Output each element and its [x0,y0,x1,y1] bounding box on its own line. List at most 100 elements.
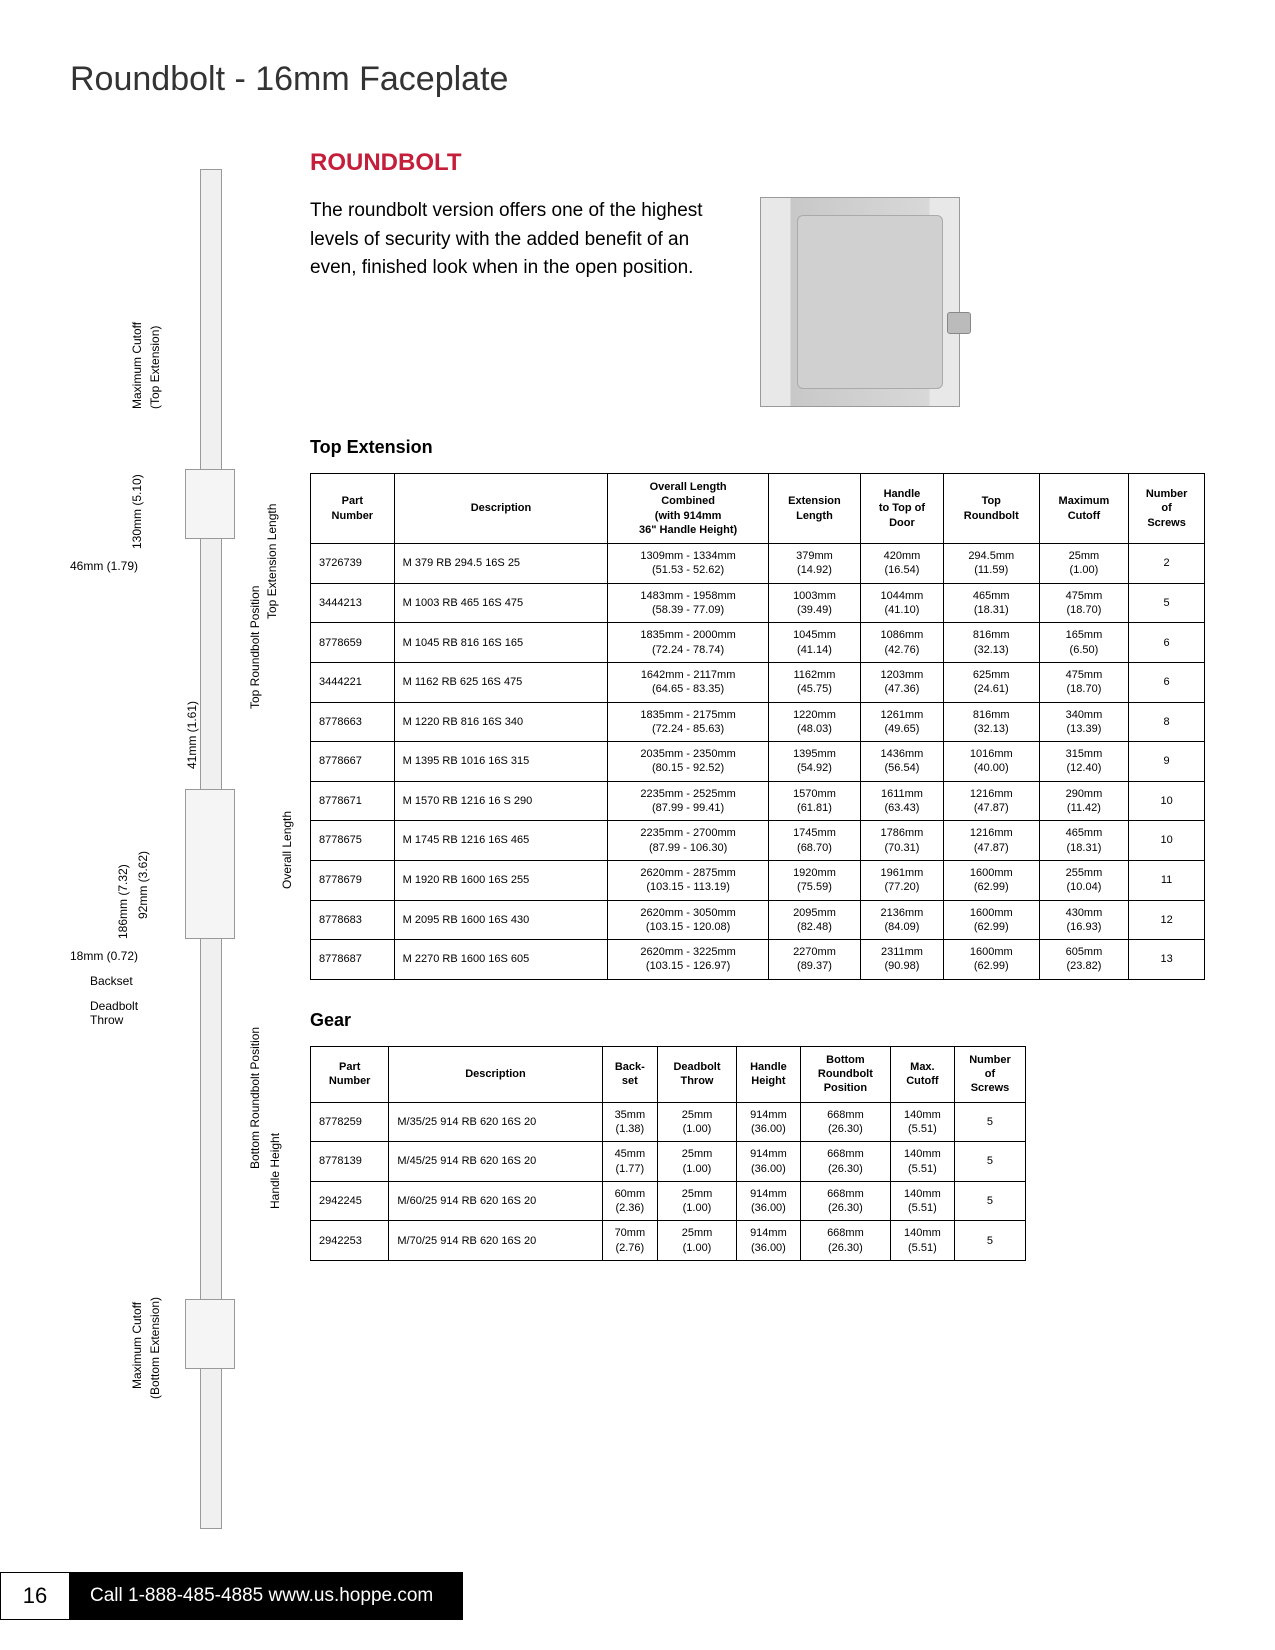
cell-part-number: 2942245 [311,1181,389,1221]
table-header: Extension Length [768,474,860,544]
cell-overall-length: 2235mm - 2525mm(87.99 - 99.41) [608,781,768,821]
cell-extension-length: 1162mm(45.75) [768,662,860,702]
table-row: 8778687M 2270 RB 1600 16S 6052620mm - 32… [311,940,1205,980]
label-186mm: 186mm (7.32) [116,864,130,939]
cell-top-roundbolt: 294.5mm(11.59) [943,544,1039,584]
cell-part-number: 8778687 [311,940,395,980]
cell-part-number: 8778683 [311,900,395,940]
table-header: Description [394,474,608,544]
label-bottom-rb-position: Bottom Roundbolt Position [248,1027,262,1169]
cell-max-cutoff: 475mm(18.70) [1039,662,1129,702]
table-row: 8778139M/45/25 914 RB 620 16S 2045mm(1.7… [311,1142,1026,1182]
cell-top-roundbolt: 1216mm(47.87) [943,781,1039,821]
page-title: Roundbolt - 16mm Faceplate [70,60,1205,99]
table-header: Top Roundbolt [943,474,1039,544]
table-header: Handle to Top of Door [861,474,944,544]
table-header: Number of Screws [954,1046,1025,1102]
label-top-extension-sub: (Top Extension) [148,326,162,409]
cell-part-number: 8778667 [311,742,395,782]
cell-description: M/70/25 914 RB 620 16S 20 [389,1221,602,1261]
cell-extension-length: 379mm(14.92) [768,544,860,584]
table-row: 8778659M 1045 RB 816 16S 1651835mm - 200… [311,623,1205,663]
label-max-cutoff-bottom: Maximum Cutoff [130,1302,144,1389]
footer-text: Call 1-888-485-4885 www.us.hoppe.com [90,1585,433,1607]
cell-backset: 35mm(1.38) [602,1102,658,1142]
label-130mm: 130mm (5.10) [130,474,144,549]
table-row: 2942253M/70/25 914 RB 620 16S 2070mm(2.7… [311,1221,1026,1261]
cell-max-cutoff: 165mm(6.50) [1039,623,1129,663]
cell-handle-top-door: 1044mm(41.10) [861,583,944,623]
catalog-page: Roundbolt - 16mm Faceplate Maximum Cutof… [0,0,1275,1650]
cell-description: M 1045 RB 816 16S 165 [394,623,608,663]
table-row: 8778679M 1920 RB 1600 16S 2552620mm - 28… [311,860,1205,900]
cell-top-roundbolt: 1600mm(62.99) [943,940,1039,980]
cell-extension-length: 1570mm(61.81) [768,781,860,821]
cell-top-roundbolt: 1216mm(47.87) [943,821,1039,861]
table-header: Description [389,1046,602,1102]
cell-overall-length: 2035mm - 2350mm(80.15 - 92.52) [608,742,768,782]
label-bottom-extension-sub: (Bottom Extension) [148,1297,162,1399]
table-row: 3726739M 379 RB 294.5 16S 251309mm - 133… [311,544,1205,584]
cell-bottom-rb-position: 668mm(26.30) [800,1102,890,1142]
cell-screws: 10 [1129,781,1205,821]
section-title: ROUNDBOLT [310,149,1205,177]
cell-max-cutoff: 605mm(23.82) [1039,940,1129,980]
cell-description: M 1920 RB 1600 16S 255 [394,860,608,900]
cell-backset: 70mm(2.76) [602,1221,658,1261]
label-92mm: 92mm (3.62) [136,851,150,919]
gear-table: Part NumberDescriptionBack- setDeadbolt … [310,1046,1026,1261]
cell-description: M 1570 RB 1216 16 S 290 [394,781,608,821]
label-max-cutoff-top: Maximum Cutoff [130,322,144,409]
cell-extension-length: 1220mm(48.03) [768,702,860,742]
cell-description: M 1220 RB 816 16S 340 [394,702,608,742]
cell-top-roundbolt: 1600mm(62.99) [943,860,1039,900]
table-header: Overall Length Combined (with 914mm 36" … [608,474,768,544]
table-row: 8778259M/35/25 914 RB 620 16S 2035mm(1.3… [311,1102,1026,1142]
label-46mm: 46mm (1.79) [70,559,138,573]
cell-part-number: 8778659 [311,623,395,663]
main-column: ROUNDBOLT The roundbolt version offers o… [310,149,1205,1261]
cell-overall-length: 1309mm - 1334mm(51.53 - 52.62) [608,544,768,584]
page-number: 16 [0,1572,70,1620]
cell-top-roundbolt: 1016mm(40.00) [943,742,1039,782]
cell-bottom-rb-position: 668mm(26.30) [800,1221,890,1261]
cell-screws: 10 [1129,821,1205,861]
table-row: 8778667M 1395 RB 1016 16S 3152035mm - 23… [311,742,1205,782]
cell-backset: 60mm(2.36) [602,1181,658,1221]
table-header: Bottom Roundbolt Position [800,1046,890,1102]
cell-deadbolt-throw: 25mm(1.00) [658,1221,737,1261]
cell-screws: 11 [1129,860,1205,900]
cell-bottom-rb-position: 668mm(26.30) [800,1142,890,1182]
table-header: Deadbolt Throw [658,1046,737,1102]
cell-part-number: 3444221 [311,662,395,702]
table-row: 8778675M 1745 RB 1216 16S 4652235mm - 27… [311,821,1205,861]
cell-top-roundbolt: 465mm(18.31) [943,583,1039,623]
cell-screws: 5 [954,1142,1025,1182]
top-extension-table: Part NumberDescriptionOverall Length Com… [310,473,1205,980]
cell-extension-length: 1003mm(39.49) [768,583,860,623]
cell-screws: 5 [954,1221,1025,1261]
cell-overall-length: 2620mm - 3225mm(103.15 - 126.97) [608,940,768,980]
cell-overall-length: 2620mm - 2875mm(103.15 - 113.19) [608,860,768,900]
page-footer: 16 Call 1-888-485-4885 www.us.hoppe.com [0,1572,463,1620]
cell-overall-length: 1642mm - 2117mm(64.65 - 83.35) [608,662,768,702]
cell-max-cutoff: 430mm(16.93) [1039,900,1129,940]
cell-description: M/45/25 914 RB 620 16S 20 [389,1142,602,1182]
cell-part-number: 8778139 [311,1142,389,1182]
cell-max-cutoff: 340mm(13.39) [1039,702,1129,742]
cell-deadbolt-throw: 25mm(1.00) [658,1142,737,1182]
cell-top-roundbolt: 816mm(32.13) [943,702,1039,742]
cell-handle-top-door: 1086mm(42.76) [861,623,944,663]
cell-top-roundbolt: 625mm(24.61) [943,662,1039,702]
cell-overall-length: 1835mm - 2175mm(72.24 - 85.63) [608,702,768,742]
cell-screws: 6 [1129,662,1205,702]
cell-top-roundbolt: 1600mm(62.99) [943,900,1039,940]
table-row: 2942245M/60/25 914 RB 620 16S 2060mm(2.3… [311,1181,1026,1221]
product-image [760,197,960,407]
table-header: Number of Screws [1129,474,1205,544]
cell-handle-top-door: 420mm(16.54) [861,544,944,584]
table-header: Back- set [602,1046,658,1102]
cell-handle-height: 914mm(36.00) [736,1221,800,1261]
cell-extension-length: 1745mm(68.70) [768,821,860,861]
cell-handle-top-door: 1261mm(49.65) [861,702,944,742]
